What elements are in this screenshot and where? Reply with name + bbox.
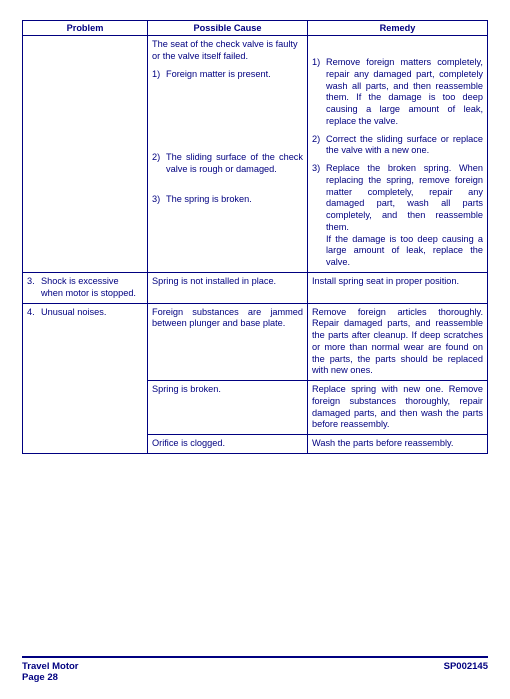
troubleshooting-table: Problem Possible Cause Remedy The seat o…: [22, 20, 488, 454]
cause-cell: Spring is not installed in place.: [148, 273, 308, 304]
header-problem: Problem: [23, 21, 148, 36]
header-remedy: Remedy: [308, 21, 488, 36]
cause-cell: Foreign substances are jammed between pl…: [148, 303, 308, 381]
remedy-cell: Install spring seat in proper position.: [308, 273, 488, 304]
row-index: 3.: [27, 276, 41, 300]
remedy-cell: 1) Remove foreign matters completely, re…: [308, 36, 488, 273]
cause-cell: Spring is broken.: [148, 381, 308, 435]
cause-item: The sliding surface of the check valve i…: [166, 152, 303, 176]
table-row: 4. Unusual noises. Foreign substances ar…: [23, 303, 488, 381]
list-number: 1): [152, 69, 166, 81]
remedy-item: Remove foreign matters completely, repai…: [326, 57, 483, 128]
list-number: 3): [152, 194, 166, 206]
list-number: 2): [312, 134, 326, 158]
remedy-item-p1: Replace the broken spring. When replacin…: [326, 163, 483, 234]
problem-cell: 4. Unusual noises.: [23, 303, 148, 453]
cause-item: Foreign matter is present.: [166, 69, 303, 81]
footer-title: Travel Motor: [22, 661, 79, 672]
remedy-item-p2: If the damage is too deep causing a larg…: [326, 234, 483, 269]
problem-cell-empty: [23, 36, 148, 273]
remedy-item: Replace the broken spring. When replacin…: [326, 163, 483, 269]
remedy-cell: Remove foreign articles thoroughly. Repa…: [308, 303, 488, 381]
footer-left: Travel Motor Page 28: [22, 661, 79, 683]
row-index: 4.: [27, 307, 41, 319]
list-number: 3): [312, 163, 326, 269]
table-header-row: Problem Possible Cause Remedy: [23, 21, 488, 36]
page-footer: Travel Motor Page 28 SP002145: [22, 656, 488, 683]
problem-text: Shock is excessive when motor is stopped…: [41, 276, 143, 300]
footer-page: Page 28: [22, 672, 79, 683]
cause-intro: The seat of the check valve is faulty or…: [152, 39, 303, 63]
cause-cell: The seat of the check valve is faulty or…: [148, 36, 308, 273]
table-row: 3. Shock is excessive when motor is stop…: [23, 273, 488, 304]
remedy-cell: Replace spring with new one. Remove fore…: [308, 381, 488, 435]
problem-text: Unusual noises.: [41, 307, 143, 319]
list-number: 2): [152, 152, 166, 176]
list-number: 1): [312, 57, 326, 128]
footer-docid: SP002145: [444, 661, 488, 683]
table-row: The seat of the check valve is faulty or…: [23, 36, 488, 273]
cause-item: The spring is broken.: [166, 194, 303, 206]
remedy-item: Correct the sliding surface or replace t…: [326, 134, 483, 158]
cause-cell: Orifice is clogged.: [148, 435, 308, 454]
problem-cell: 3. Shock is excessive when motor is stop…: [23, 273, 148, 304]
remedy-cell: Wash the parts before reassembly.: [308, 435, 488, 454]
header-cause: Possible Cause: [148, 21, 308, 36]
